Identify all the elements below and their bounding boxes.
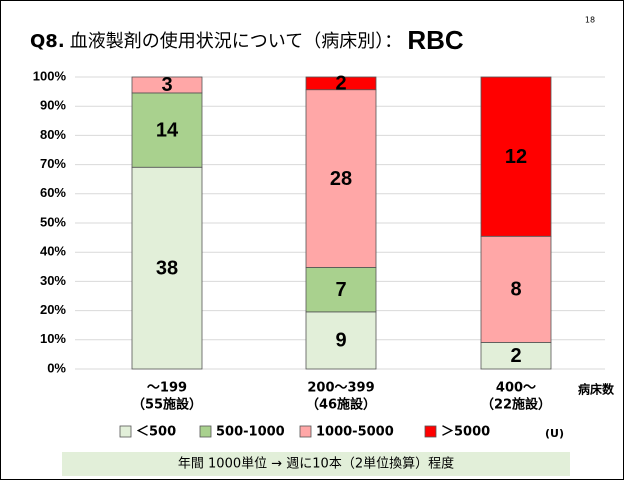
bar-segment <box>131 166 203 370</box>
y-tick-label: 60% <box>40 185 66 200</box>
bar-segment <box>305 89 377 268</box>
data-label: 7 <box>335 279 346 301</box>
y-tick-label: 70% <box>40 156 66 171</box>
bar-segment <box>480 76 552 237</box>
y-tick-label: 50% <box>40 214 66 229</box>
legend-label: ＞5000 <box>441 425 490 440</box>
bar-segment <box>131 92 203 168</box>
data-label: 2 <box>335 73 346 95</box>
title-suffix: RBC <box>407 25 464 55</box>
legend-label: 1000-5000 <box>316 425 394 440</box>
x-tick-label: 400～ <box>496 381 536 396</box>
x-tick-label: 200～399 <box>307 381 374 396</box>
bar-segment <box>305 76 377 91</box>
y-tick-label: 80% <box>40 127 66 142</box>
x-tick-label: （46施設） <box>306 397 376 413</box>
legend-swatch <box>424 425 437 438</box>
data-label: 2 <box>510 345 521 367</box>
legend-label: 500-1000 <box>216 425 285 440</box>
x-tick-label: （22施設） <box>481 397 551 413</box>
data-label: 9 <box>335 330 346 352</box>
data-label: 38 <box>156 257 178 279</box>
y-tick-label: 20% <box>40 302 66 317</box>
y-tick-label: 90% <box>40 98 66 113</box>
bar-segment <box>131 76 203 94</box>
y-tick-label: 0% <box>47 360 66 375</box>
page-number: 18 <box>585 16 595 25</box>
legend-swatch <box>199 425 212 438</box>
legend-unit: (U) <box>545 427 564 440</box>
y-tick-label: 10% <box>40 331 66 346</box>
x-axis-label: 病床数 <box>578 382 615 397</box>
bar-segment <box>305 311 377 370</box>
y-tick-label: 100% <box>33 68 67 83</box>
chart-title: Q8. 血液製剤の使用状況について（病床別）： RBC <box>30 25 464 55</box>
legend-swatch <box>299 425 312 438</box>
bar-segment <box>305 267 377 313</box>
data-label: 14 <box>156 119 179 141</box>
legend-label: ＜500 <box>136 425 176 440</box>
y-tick-label: 40% <box>40 244 66 259</box>
title-main: 血液製剤の使用状況について（病床別）： <box>70 31 402 52</box>
x-tick-label: （55施設） <box>132 397 202 413</box>
data-label: 3 <box>161 74 172 96</box>
bar-segment <box>480 235 552 343</box>
note: 年間 1000単位 → 週に10本（2単位換算）程度 <box>178 456 454 472</box>
data-label: 12 <box>505 146 527 168</box>
x-tick-label: ～199 <box>147 381 187 396</box>
legend-swatch <box>119 425 132 438</box>
y-tick-label: 30% <box>40 273 66 288</box>
data-label: 8 <box>510 279 521 301</box>
note-box <box>62 452 570 476</box>
data-label: 28 <box>330 168 352 190</box>
title-prefix: Q8. <box>30 31 65 52</box>
